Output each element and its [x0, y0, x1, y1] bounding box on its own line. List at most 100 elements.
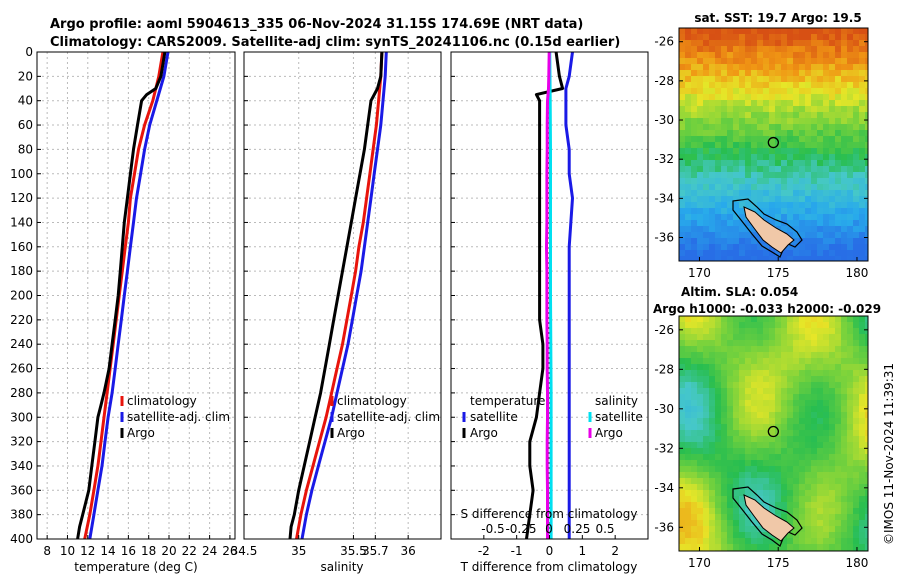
sla-cells-cell — [715, 358, 722, 365]
sst-cells-cell — [715, 166, 722, 173]
sla-cells-cell — [715, 448, 722, 455]
sla-cells-cell — [691, 544, 698, 551]
sla-cells-cell — [715, 400, 722, 407]
sla-cells-cell — [697, 388, 704, 395]
sla-cells-cell — [703, 484, 710, 491]
sla-cells-ytick-label-2: -30 — [654, 402, 674, 416]
sst-cells-cell — [823, 52, 830, 59]
sst-cells-cell — [805, 82, 812, 89]
sst-cells-cell — [709, 106, 716, 113]
sst-cells-cell — [769, 118, 776, 125]
sla-cells-cell — [769, 436, 776, 443]
sla-cells-cell — [859, 394, 866, 401]
sst-cells-cell — [757, 46, 764, 53]
sla-cells-cell — [679, 370, 686, 377]
sst-cells-cell — [817, 70, 824, 77]
sst-cells-cell — [847, 178, 854, 185]
sst-cells-cell — [727, 172, 734, 179]
sst-cells-cell — [811, 166, 818, 173]
sla-cells-cell — [853, 508, 860, 515]
sla-cells-cell — [733, 472, 740, 479]
sst-cells-cell — [733, 148, 740, 155]
sst-cells-cell — [715, 88, 722, 95]
sla-cells-cell — [805, 358, 812, 365]
sst-cells-cell — [811, 238, 818, 245]
temp-xtick-label-6: 20 — [161, 544, 176, 558]
sst-cells-cell — [817, 244, 824, 251]
sst-cells-cell — [793, 184, 800, 191]
sla-cells-cell — [757, 412, 764, 419]
sst-cells-cell — [859, 160, 866, 167]
sla-cells-cell — [805, 406, 812, 413]
sst-cells-cell — [847, 52, 854, 59]
sst-cells-cell — [847, 76, 854, 83]
sst-cells-cell — [721, 214, 728, 221]
sst-cells-cell — [709, 238, 716, 245]
sst-cells-cell — [745, 148, 752, 155]
sla-cells-cell — [697, 544, 704, 551]
sla-cells-cell — [727, 340, 734, 347]
sst-cells-cell — [841, 256, 848, 261]
depth-tick-labels: 0204060801001201401601802002202402602803… — [10, 45, 33, 546]
sla-cells-cell — [793, 364, 800, 371]
sst-cells-cell — [853, 226, 860, 233]
sst-cells-cell — [763, 100, 770, 107]
sst-cells-cell — [859, 172, 866, 179]
sst-cells-cell — [733, 166, 740, 173]
sla-cells-cell — [823, 544, 830, 551]
sla-cells-cell — [685, 346, 692, 353]
sla-cells-cell — [733, 340, 740, 347]
sst-cells-cell — [859, 76, 866, 83]
sst-cells-cell — [859, 106, 866, 113]
sst-cells-cell — [745, 28, 752, 35]
sst-cells-cell — [829, 130, 836, 137]
sla-cells-cell — [853, 490, 860, 497]
sst-cells-cell — [829, 76, 836, 83]
sst-cells-cell — [733, 184, 740, 191]
sst-cells-cell — [703, 166, 710, 173]
sst-cells-cell — [793, 214, 800, 221]
sla-cells-cell — [685, 526, 692, 533]
sst-cells-cell — [793, 40, 800, 47]
sla-cells-cell — [715, 478, 722, 485]
sst-cells-cell — [733, 82, 740, 89]
sla-cells-cell — [781, 442, 788, 449]
sst-cells-cell — [823, 34, 830, 41]
difference-lines — [525, 51, 574, 540]
sst-map-ticks: 170 175 180-26-28-30-32-34-36 — [654, 35, 868, 280]
sst-cells-cell — [679, 160, 686, 167]
sst-cells-cell — [739, 130, 746, 137]
sla-cells-cell — [781, 406, 788, 413]
sst-cells-cell — [703, 70, 710, 77]
sla-cells-cell — [721, 538, 728, 545]
sst-cells-cell — [811, 208, 818, 215]
sst-cells-cell — [781, 136, 788, 143]
sla-cells-cell — [853, 520, 860, 527]
sla-cells-cell — [679, 478, 686, 485]
sst-cells-cell — [835, 238, 842, 245]
sla-cells-cell — [799, 508, 806, 515]
sst-cells-cell — [847, 88, 854, 95]
sla-cells-cell — [691, 358, 698, 365]
sst-cells-cell — [799, 70, 806, 77]
sla-cells-cell — [823, 376, 830, 383]
sst-cells-cell — [865, 220, 868, 227]
sla-cells-cell — [703, 394, 710, 401]
sla-cells-cell — [865, 322, 868, 329]
sst-cells-cell — [679, 46, 686, 53]
diff-legend-temp-argo-label: Argo — [470, 426, 498, 440]
sst-cells-cell — [715, 214, 722, 221]
sst-cells-cell — [769, 58, 776, 65]
sla-cells-cell — [751, 472, 758, 479]
sla-cells-cell — [769, 352, 776, 359]
sst-cells-cell — [745, 142, 752, 149]
sla-cells-cell — [733, 346, 740, 353]
sla-cells-cell — [697, 352, 704, 359]
sal-xtick-label-2: 35.5 — [340, 544, 367, 558]
sla-cells-cell — [865, 520, 868, 527]
sst-cells-cell — [817, 94, 824, 101]
sla-cells-cell — [739, 376, 746, 383]
sst-cells-cell — [847, 190, 854, 197]
sla-cells-cell — [859, 424, 866, 431]
diff-legend-sal-argo-label: Argo — [595, 426, 623, 440]
